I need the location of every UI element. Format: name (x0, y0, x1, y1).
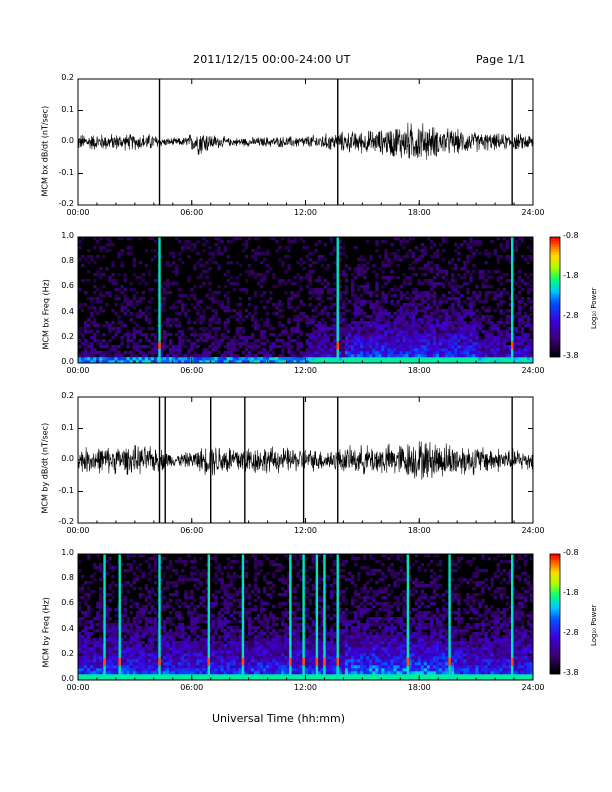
x-axis-title: Universal Time (hh:mm) (212, 712, 345, 725)
colorbar-tick-label: -1.8 (563, 271, 579, 280)
bx-spectrogram-plot (77, 236, 534, 364)
y-tick-label: -0.1 (58, 485, 74, 495)
broadband-burst (289, 554, 292, 680)
colorbar-tick-label: -0.8 (563, 231, 579, 240)
x-tick-label: 24:00 (521, 366, 545, 375)
signal-trace (77, 441, 534, 480)
by-spectrogram-plot (77, 553, 534, 681)
broadband-burst (448, 554, 451, 680)
colorbar-frame (549, 236, 561, 358)
x-tick-label: 00:00 (66, 683, 90, 692)
broadband-burst (241, 554, 245, 680)
y-tick-label: -0.1 (58, 167, 74, 177)
broadband-burst (336, 237, 339, 363)
broadband-burst (158, 237, 161, 363)
y-tick-label: -0.2 (58, 199, 74, 208)
x-tick-label: 24:00 (521, 526, 545, 535)
y-tick-label: 0.2 (61, 648, 74, 658)
colorbar-bx (549, 236, 561, 358)
y-tick-label: 0.1 (61, 104, 74, 114)
broadband-burst (336, 554, 339, 680)
y-tick-label: 0.4 (61, 306, 74, 316)
y-tick-label: 1.0 (61, 548, 74, 557)
y-tick-label: 0.0 (61, 357, 74, 366)
y-tick-label: 0.8 (61, 573, 74, 583)
broadband-burst (103, 554, 106, 680)
plot-title: 2011/12/15 00:00-24:00 UT (193, 53, 351, 66)
y-tick-label: 0.6 (61, 598, 74, 608)
colorbar-tick-label: -1.8 (563, 588, 579, 597)
x-tick-label: 06:00 (180, 366, 204, 375)
x-tick-label: 06:00 (180, 526, 204, 535)
broadband-burst (323, 554, 326, 680)
y-tick-label: 0.8 (61, 256, 74, 266)
colorbar-tick-label: -2.8 (563, 311, 579, 320)
broadband-burst (406, 554, 410, 680)
page-indicator: Page 1/1 (476, 53, 526, 66)
broadband-burst (510, 237, 514, 363)
colorbar-bx-label: Log₁₀ Power (590, 287, 598, 329)
broadband-burst (510, 554, 514, 680)
colorbar-tick-label: -3.8 (563, 351, 579, 360)
x-tick-label: 24:00 (521, 683, 545, 692)
x-tick-label: 12:00 (293, 526, 318, 535)
y-tick-label: 0.0 (61, 454, 74, 463)
bx-timeseries-plot (77, 78, 534, 206)
y-tick-label: 0.2 (61, 391, 74, 400)
y-tick-label: 0.2 (61, 331, 74, 341)
y-tick-label: 0.1 (61, 422, 74, 432)
colorbar-by-label: Log₁₀ Power (590, 604, 598, 646)
x-tick-label: 06:00 (180, 683, 204, 692)
y-tick-label: 0.4 (61, 623, 74, 633)
x-tick-label: 00:00 (66, 526, 90, 535)
x-tick-label: 12:00 (293, 366, 318, 375)
y-tick-label: 0.0 (61, 674, 74, 683)
y-tick-label: 0.0 (61, 136, 74, 145)
broadband-burst (118, 554, 121, 680)
y-tick-label: 0.6 (61, 281, 74, 291)
x-tick-label: 12:00 (293, 683, 318, 692)
colorbar-frame (549, 553, 561, 675)
x-tick-label: 12:00 (293, 208, 318, 217)
x-tick-label: 18:00 (407, 526, 431, 535)
x-tick-label: 00:00 (66, 366, 90, 375)
colorbar-tick-label: -0.8 (563, 548, 579, 557)
colorbar-by (549, 553, 561, 675)
x-tick-label: 18:00 (407, 366, 431, 375)
y-tick-label: 0.2 (61, 73, 74, 82)
broadband-burst (302, 554, 305, 680)
y-tick-label: -0.2 (58, 517, 74, 526)
broadband-burst (315, 554, 319, 680)
by-timeseries-plot (77, 396, 534, 524)
colorbar-tick-label: -2.8 (563, 628, 579, 637)
colorbar-tick-label: -3.8 (563, 668, 579, 677)
broadband-burst (158, 554, 161, 680)
x-tick-label: 18:00 (407, 208, 431, 217)
x-tick-label: 24:00 (521, 208, 545, 217)
x-tick-label: 00:00 (66, 208, 90, 217)
y-tick-label: 1.0 (61, 231, 74, 240)
broadband-burst (207, 554, 211, 680)
x-tick-label: 18:00 (407, 683, 431, 692)
x-tick-label: 06:00 (180, 208, 204, 217)
signal-trace (77, 122, 534, 160)
